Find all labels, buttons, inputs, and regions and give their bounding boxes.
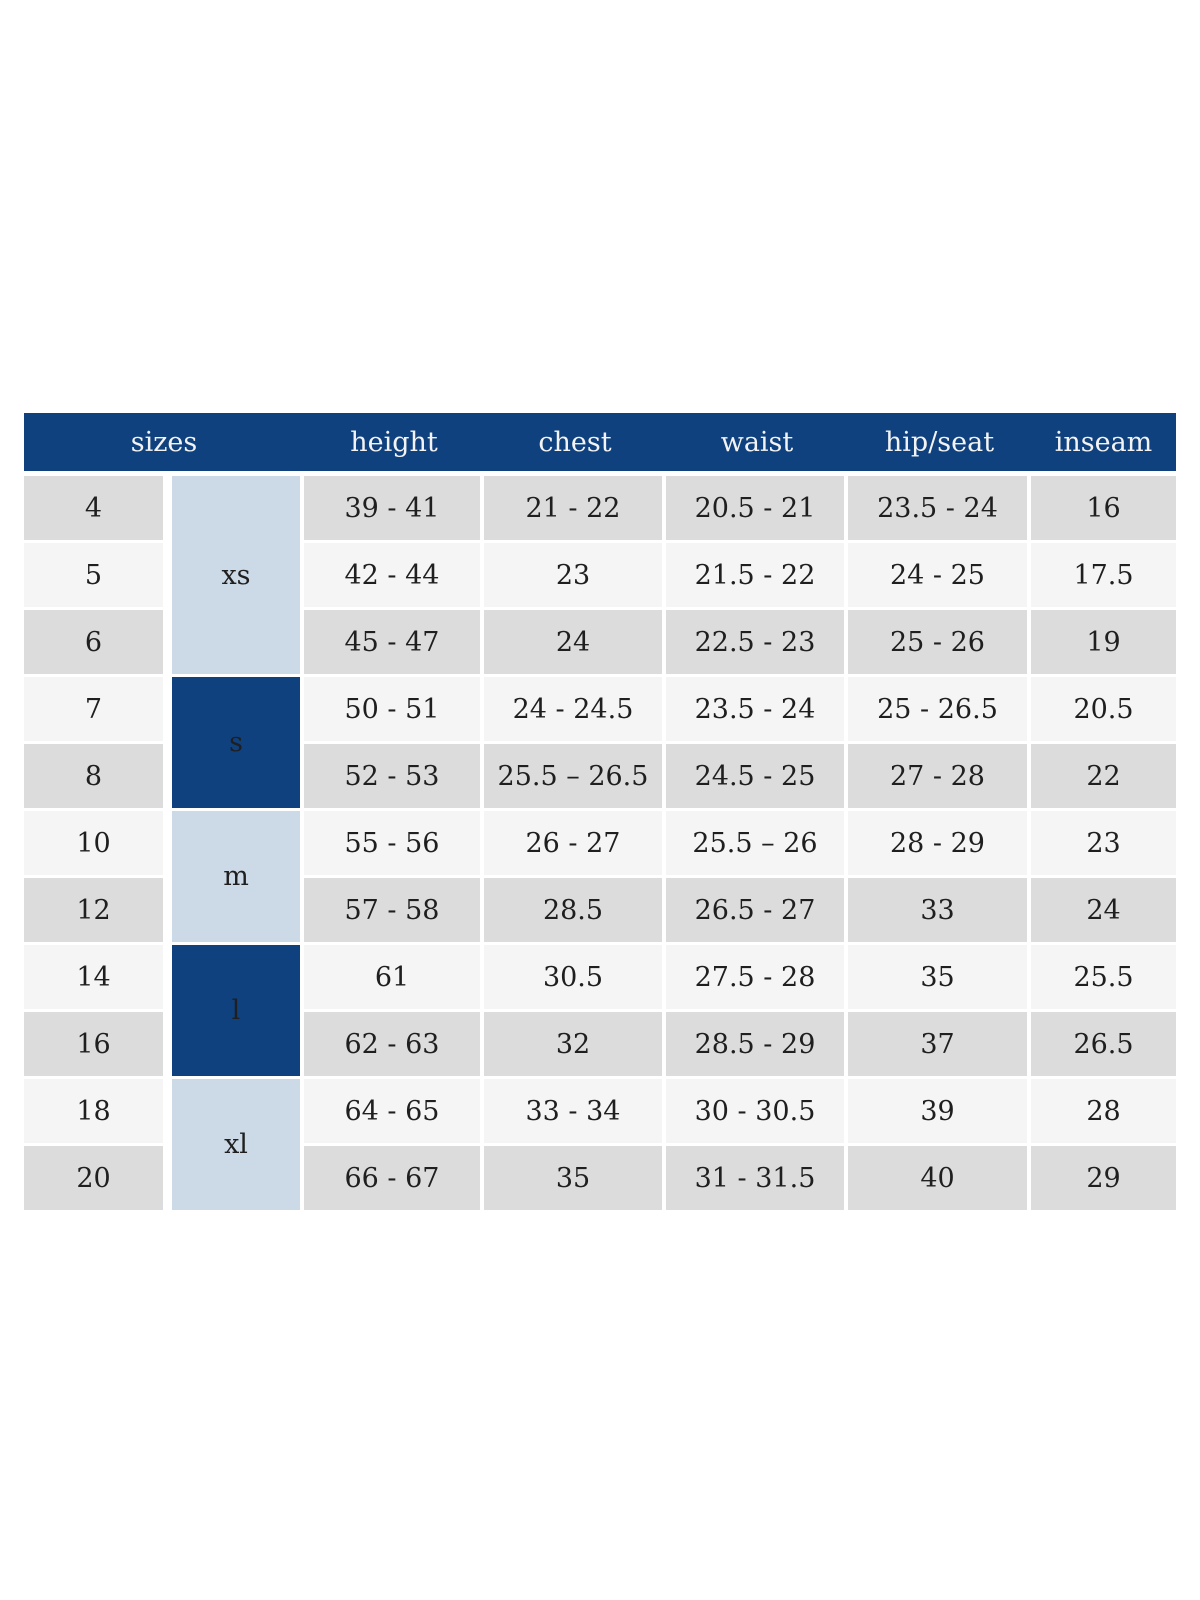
table-row: 16 62 - 63 32 28.5 - 29 37 26.5	[24, 1012, 1176, 1079]
chest-cell: 25.5 – 26.5	[484, 744, 666, 811]
height-cell: 57 - 58	[304, 878, 484, 945]
table-row: 20 66 - 67 35 31 - 31.5 40 29	[24, 1146, 1176, 1213]
waist-cell: 21.5 - 22	[666, 543, 848, 610]
waist-cell: 22.5 - 23	[666, 610, 848, 677]
waist-cell: 25.5 – 26	[666, 811, 848, 878]
hip-seat-cell: 23.5 - 24	[848, 476, 1031, 543]
group-cell-l: l	[167, 945, 304, 1079]
height-cell: 61	[304, 945, 484, 1012]
size-cell: 12	[24, 878, 167, 945]
header-height: height	[304, 413, 484, 476]
hip-seat-cell: 27 - 28	[848, 744, 1031, 811]
inseam-cell: 16	[1031, 476, 1176, 543]
chest-cell: 23	[484, 543, 666, 610]
size-cell: 16	[24, 1012, 167, 1079]
table-row: 5 42 - 44 23 21.5 - 22 24 - 25 17.5	[24, 543, 1176, 610]
waist-cell: 26.5 - 27	[666, 878, 848, 945]
chest-cell: 24	[484, 610, 666, 677]
header-chest: chest	[484, 413, 666, 476]
header-inseam: inseam	[1031, 413, 1176, 476]
inseam-cell: 20.5	[1031, 677, 1176, 744]
table-row: 4 xs 39 - 41 21 - 22 20.5 - 21 23.5 - 24 16	[24, 476, 1176, 677]
chest-cell: 28.5	[484, 878, 666, 945]
hip-seat-cell: 24 - 25	[848, 543, 1031, 610]
chest-cell: 24 - 24.5	[484, 677, 666, 744]
height-cell: 66 - 67	[304, 1146, 484, 1213]
waist-cell: 24.5 - 25	[666, 744, 848, 811]
group-cell-xl: xl	[167, 1079, 304, 1213]
table-row: 10 m 55 - 56 26 - 27 25.5 – 26 28 - 29 23	[24, 811, 1176, 945]
group-cell-m: m	[167, 811, 304, 945]
inseam-cell: 22	[1031, 744, 1176, 811]
group-cell-xs: xs	[167, 476, 304, 677]
height-cell: 42 - 44	[304, 543, 484, 610]
hip-seat-cell: 28 - 29	[848, 811, 1031, 878]
header-sizes: sizes	[24, 413, 304, 476]
inseam-cell: 19	[1031, 610, 1176, 677]
chest-cell: 35	[484, 1146, 666, 1213]
hip-seat-cell: 33	[848, 878, 1031, 945]
table-row: 18 xl 64 - 65 33 - 34 30 - 30.5 39 28	[24, 1079, 1176, 1213]
header-row: sizes height chest waist hip/seat inseam	[24, 413, 1176, 476]
waist-cell: 27.5 - 28	[666, 945, 848, 1012]
height-cell: 45 - 47	[304, 610, 484, 677]
size-cell: 7	[24, 677, 167, 744]
size-table-body: 4 xs 39 - 41 21 - 22 20.5 - 21 23.5 - 24 16 5 42…	[24, 476, 1176, 1213]
inseam-cell: 29	[1031, 1146, 1176, 1213]
height-cell: 50 - 51	[304, 677, 484, 744]
table-row: 14 l 61 30.5 27.5 - 28 35 25.5	[24, 945, 1176, 1079]
size-cell: 6	[24, 610, 167, 677]
chest-cell: 33 - 34	[484, 1079, 666, 1146]
table-header: sizes height chest waist hip/seat inseam	[24, 413, 1176, 476]
group-cell-s: s	[167, 677, 304, 811]
size-cell: 20	[24, 1146, 167, 1213]
size-cell: 5	[24, 543, 167, 610]
size-chart-table: sizes height chest waist hip/seat inseam…	[24, 413, 1176, 1213]
size-cell: 4	[24, 476, 167, 543]
hip-seat-cell: 40	[848, 1146, 1031, 1213]
inseam-cell: 26.5	[1031, 1012, 1176, 1079]
header-waist: waist	[666, 413, 848, 476]
inseam-cell: 28	[1031, 1079, 1176, 1146]
size-cell: 10	[24, 811, 167, 878]
waist-cell: 20.5 - 21	[666, 476, 848, 543]
waist-cell: 31 - 31.5	[666, 1146, 848, 1213]
height-cell: 62 - 63	[304, 1012, 484, 1079]
height-cell: 55 - 56	[304, 811, 484, 878]
height-cell: 39 - 41	[304, 476, 484, 543]
waist-cell: 28.5 - 29	[666, 1012, 848, 1079]
chest-cell: 26 - 27	[484, 811, 666, 878]
size-cell: 8	[24, 744, 167, 811]
hip-seat-cell: 25 - 26	[848, 610, 1031, 677]
chest-cell: 32	[484, 1012, 666, 1079]
table-row: 7 s 50 - 51 24 - 24.5 23.5 - 24 25 - 26.5 20.5	[24, 677, 1176, 811]
chest-cell: 21 - 22	[484, 476, 666, 543]
inseam-cell: 25.5	[1031, 945, 1176, 1012]
header-hip-seat: hip/seat	[848, 413, 1031, 476]
inseam-cell: 24	[1031, 878, 1176, 945]
hip-seat-cell: 37	[848, 1012, 1031, 1079]
table-row: 12 57 - 58 28.5 26.5 - 27 33 24	[24, 878, 1176, 945]
size-chart-container: sizes height chest waist hip/seat inseam…	[24, 413, 1176, 1213]
size-cell: 14	[24, 945, 167, 1012]
inseam-cell: 17.5	[1031, 543, 1176, 610]
height-cell: 52 - 53	[304, 744, 484, 811]
hip-seat-cell: 35	[848, 945, 1031, 1012]
hip-seat-cell: 25 - 26.5	[848, 677, 1031, 744]
size-cell: 18	[24, 1079, 167, 1146]
table-row: 8 52 - 53 25.5 – 26.5 24.5 - 25 27 - 28 22	[24, 744, 1176, 811]
table-row: 6 45 - 47 24 22.5 - 23 25 - 26 19	[24, 610, 1176, 677]
inseam-cell: 23	[1031, 811, 1176, 878]
hip-seat-cell: 39	[848, 1079, 1031, 1146]
chest-cell: 30.5	[484, 945, 666, 1012]
waist-cell: 30 - 30.5	[666, 1079, 848, 1146]
waist-cell: 23.5 - 24	[666, 677, 848, 744]
height-cell: 64 - 65	[304, 1079, 484, 1146]
